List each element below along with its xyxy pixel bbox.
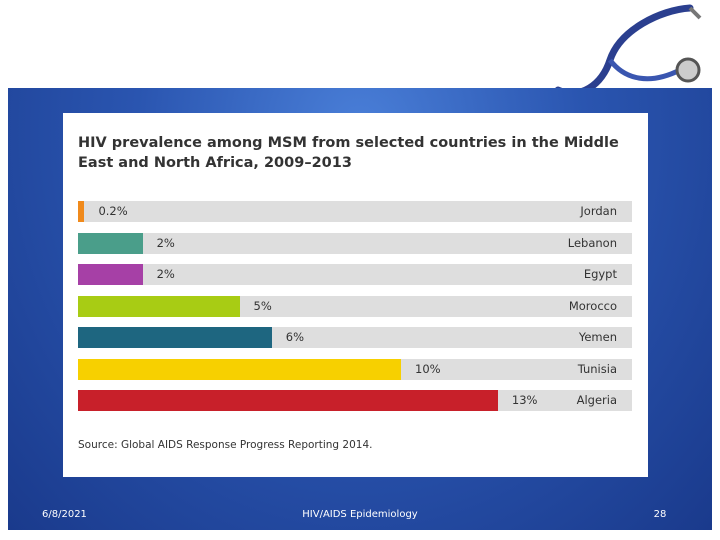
category-label: Yemen xyxy=(578,330,617,344)
bar xyxy=(78,264,143,285)
value-label: 6% xyxy=(285,330,305,344)
footer-text: HIV/AIDS Epidemiology xyxy=(302,509,418,520)
value-label: 13% xyxy=(511,393,538,407)
value-label: 2% xyxy=(156,235,175,250)
chart-source: Source: Global AIDS Response Progress Re… xyxy=(78,439,373,451)
category-label: Egypt xyxy=(583,267,617,281)
bar-track xyxy=(78,201,632,222)
category-label: Jordan xyxy=(580,204,617,218)
chart-title: HIV prevalence among MSM from selected c… xyxy=(78,135,619,171)
category-label: Morocco xyxy=(568,298,617,313)
value-label: 10% xyxy=(415,361,441,376)
category-label: Tunisia xyxy=(577,361,617,376)
bar xyxy=(78,232,143,254)
bar xyxy=(78,295,240,317)
bar-track xyxy=(78,264,632,285)
footer-page: 28 xyxy=(653,509,667,520)
category-label: Lebanon xyxy=(567,235,617,250)
bar xyxy=(78,327,272,348)
bar xyxy=(78,201,85,222)
chart-card: HIV prevalence among MSM from selected c… xyxy=(63,113,648,477)
category-label: Algeria xyxy=(576,393,617,407)
bar-track xyxy=(78,232,632,254)
value-label: 0.2% xyxy=(98,204,128,218)
bar xyxy=(78,358,401,380)
value-label: 5% xyxy=(253,298,272,313)
footer-date: 6/8/2021 xyxy=(42,509,87,520)
bar xyxy=(78,390,498,411)
value-label: 2% xyxy=(156,267,175,281)
